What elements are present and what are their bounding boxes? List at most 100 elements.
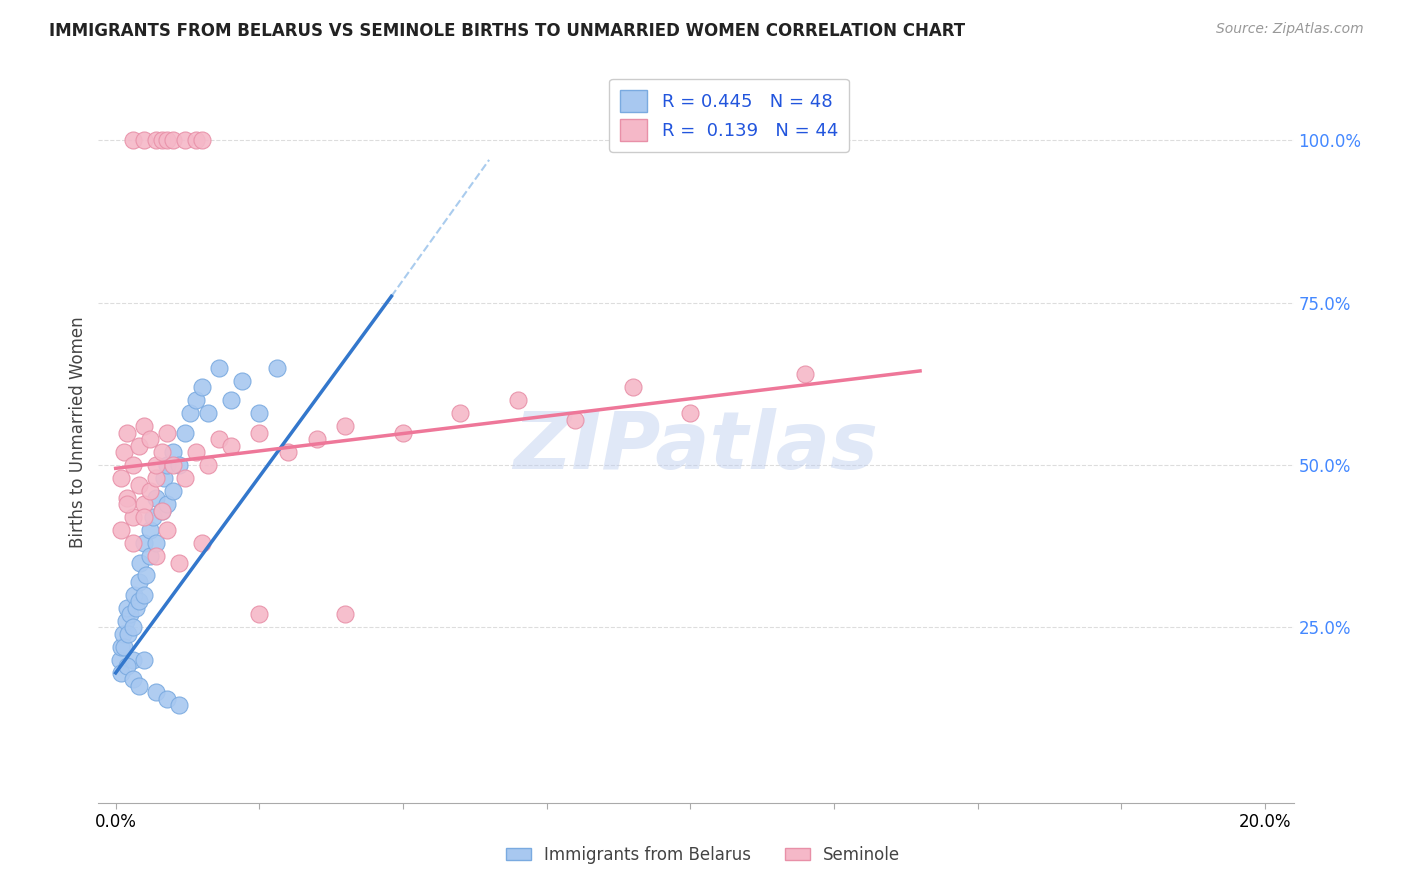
Point	[162, 484, 184, 499]
Point	[173, 471, 195, 485]
Point	[449, 406, 471, 420]
Text: IMMIGRANTS FROM BELARUS VS SEMINOLE BIRTHS TO UNMARRIED WOMEN CORRELATION CHART: IMMIGRANTS FROM BELARUS VS SEMINOLE BIRT…	[49, 22, 966, 40]
Point	[219, 439, 242, 453]
Point	[110, 640, 132, 654]
Point	[134, 536, 156, 550]
Point	[112, 445, 135, 459]
Point	[145, 491, 167, 505]
Point	[135, 568, 157, 582]
Point	[305, 432, 328, 446]
Point	[145, 549, 167, 563]
Point	[208, 360, 231, 375]
Point	[794, 367, 817, 381]
Point	[128, 574, 150, 589]
Point	[247, 425, 270, 440]
Point	[110, 665, 132, 680]
Point	[162, 445, 184, 459]
Y-axis label: Births to Unmarried Women: Births to Unmarried Women	[69, 317, 87, 549]
Point	[134, 497, 156, 511]
Point	[156, 497, 179, 511]
Point	[162, 458, 184, 472]
Point	[247, 607, 270, 622]
Point	[110, 523, 132, 537]
Point	[115, 601, 138, 615]
Point	[122, 673, 145, 687]
Point	[150, 133, 173, 147]
Point	[111, 627, 134, 641]
Point	[506, 393, 529, 408]
Point	[208, 432, 231, 446]
Point	[134, 510, 156, 524]
Point	[115, 614, 138, 628]
Point	[184, 393, 207, 408]
Point	[139, 484, 162, 499]
Point	[167, 556, 190, 570]
Point	[156, 523, 179, 537]
Point	[145, 685, 167, 699]
Text: ZIPatlas: ZIPatlas	[513, 409, 879, 486]
Point	[156, 458, 179, 472]
Point	[134, 653, 156, 667]
Point	[156, 133, 179, 147]
Point	[122, 653, 145, 667]
Point	[679, 406, 702, 420]
Point	[118, 607, 141, 622]
Point	[115, 425, 138, 440]
Point	[112, 640, 135, 654]
Point	[145, 133, 167, 147]
Point	[277, 445, 299, 459]
Point	[139, 432, 162, 446]
Point	[134, 419, 156, 434]
Point	[167, 458, 190, 472]
Point	[153, 471, 176, 485]
Point	[564, 412, 586, 426]
Point	[184, 445, 207, 459]
Point	[247, 406, 270, 420]
Point	[122, 458, 145, 472]
Point	[197, 406, 219, 420]
Point	[150, 445, 173, 459]
Point	[167, 698, 190, 713]
Point	[134, 133, 156, 147]
Point	[122, 510, 145, 524]
Point	[128, 679, 150, 693]
Point	[150, 503, 173, 517]
Point	[139, 523, 162, 537]
Point	[219, 393, 242, 408]
Point	[621, 380, 644, 394]
Point	[392, 425, 415, 440]
Point	[145, 471, 167, 485]
Point	[173, 425, 195, 440]
Point	[173, 133, 195, 147]
Point	[156, 425, 179, 440]
Legend: R = 0.445   N = 48, R =  0.139   N = 44: R = 0.445 N = 48, R = 0.139 N = 44	[609, 78, 849, 152]
Point	[110, 471, 132, 485]
Point	[115, 497, 138, 511]
Point	[117, 627, 139, 641]
Point	[179, 406, 201, 420]
Point	[197, 458, 219, 472]
Point	[156, 692, 179, 706]
Point	[150, 503, 173, 517]
Point	[128, 477, 150, 491]
Point	[184, 133, 207, 147]
Point	[110, 653, 132, 667]
Point	[162, 133, 184, 147]
Point	[128, 556, 150, 570]
Point	[145, 536, 167, 550]
Point	[139, 549, 162, 563]
Legend: Immigrants from Belarus, Seminole: Immigrants from Belarus, Seminole	[499, 839, 907, 871]
Point	[125, 601, 148, 615]
Point	[115, 491, 138, 505]
Point	[122, 536, 145, 550]
Point	[142, 510, 165, 524]
Point	[115, 659, 138, 673]
Point	[231, 374, 253, 388]
Point	[122, 620, 145, 634]
Text: Source: ZipAtlas.com: Source: ZipAtlas.com	[1216, 22, 1364, 37]
Point	[128, 594, 150, 608]
Point	[134, 588, 156, 602]
Point	[145, 458, 167, 472]
Point	[335, 419, 357, 434]
Point	[128, 439, 150, 453]
